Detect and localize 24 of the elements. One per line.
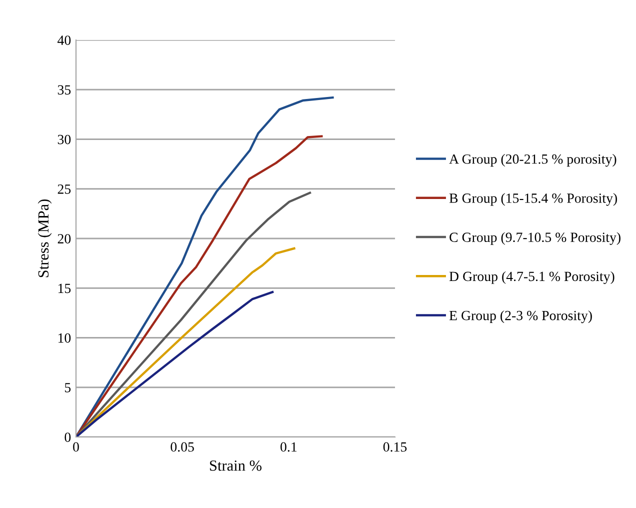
y-tick-label: 15 [58, 284, 71, 294]
line-series [76, 290, 274, 437]
y-axis-title: Stress (MPa) [38, 199, 52, 278]
line-series [76, 192, 312, 437]
legend-label: C Group (9.7-10.5 % Porosity) [450, 232, 620, 245]
y-tick-label: 0 [64, 432, 71, 442]
y-tick-label: 30 [58, 134, 71, 144]
y-tick-label: 25 [58, 184, 71, 194]
legend-label: D Group (4.7-5.1 % Porosity) [449, 271, 614, 284]
y-tick-label: 40 [58, 36, 71, 45]
y-tick-label: 20 [58, 234, 71, 244]
legend-label: B Group (15-15.4 % Porosity) [449, 193, 617, 206]
line-series [76, 135, 323, 437]
x-tick-label: 0 [73, 442, 79, 452]
y-tick-label: 35 [58, 85, 71, 95]
x-tick-label: 0.15 [383, 442, 407, 452]
y-tick-label: 10 [58, 333, 71, 343]
x-tick-label: 0.05 [170, 442, 194, 452]
legend-label: E Group (2-3 % Porosity) [449, 310, 592, 324]
y-tick-label: 5 [65, 383, 71, 392]
line-series [76, 96, 334, 437]
legend-label: A Group (20-21.5 % porosity) [449, 154, 616, 167]
x-axis-title: Strain % [210, 460, 262, 471]
x-tick-label: 0.1 [280, 442, 297, 452]
